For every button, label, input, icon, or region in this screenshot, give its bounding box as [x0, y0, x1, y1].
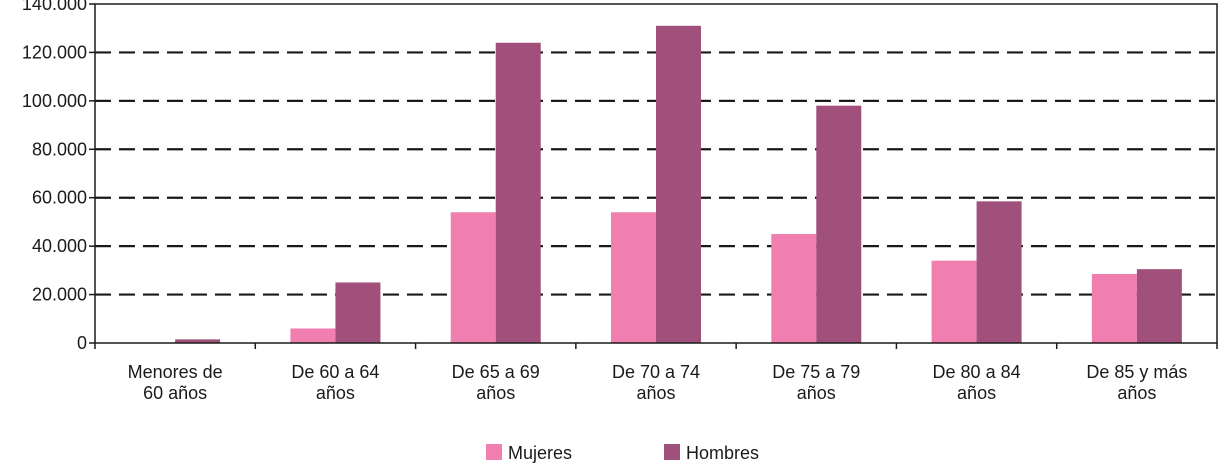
x-axis-categories: Menores de 60 años De 60 a 64 años De 65 a 6…	[94, 343, 1218, 403]
x-category-label: De 65 a 69 años	[452, 362, 540, 403]
legend: Mujeres Hombres	[486, 443, 759, 463]
bars	[175, 25, 1182, 344]
x-category-label: De 80 a 84 años	[933, 362, 1021, 403]
x-category-label: De 75 a 79 años	[772, 362, 860, 403]
bar-mujeres-6	[1091, 273, 1137, 343]
bar-mujeres-3	[611, 212, 656, 343]
bar-mujeres-4	[771, 234, 817, 343]
y-tick-label: 120.000	[22, 42, 87, 62]
x-category-label: De 85 y más años	[1086, 362, 1187, 403]
axes	[94, 3, 1218, 344]
y-tick-label: 140.000	[22, 0, 87, 14]
bar-hombres-4	[816, 105, 862, 343]
bar-hombres-3	[656, 25, 701, 344]
bar-mujeres-5	[931, 260, 977, 343]
y-tick-label: 0	[77, 333, 87, 353]
bar-hombres-5	[976, 201, 1022, 343]
y-tick-label: 60.000	[32, 188, 87, 208]
bar-mujeres-1	[290, 328, 336, 343]
bar-hombres-6	[1136, 269, 1182, 343]
x-category-label: Menores de 60 años	[128, 362, 223, 403]
x-category-label: De 60 a 64 años	[291, 362, 379, 403]
y-axis-ticks: 0 20.000 40.000 60.000 80.000 100.000 120.000 1…	[22, 0, 95, 353]
bar-hombres-1	[335, 282, 381, 343]
plot-frame	[94, 3, 1218, 344]
bar-hombres-2	[495, 42, 541, 343]
legend-swatch-mujeres	[486, 444, 502, 460]
y-tick-label: 20.000	[32, 285, 87, 305]
legend-swatch-hombres	[664, 444, 680, 460]
y-tick-label: 40.000	[32, 236, 87, 256]
y-tick-label: 100.000	[22, 91, 87, 111]
legend-label-mujeres: Mujeres	[508, 443, 572, 463]
bar-mujeres-2	[450, 212, 496, 343]
legend-label-hombres: Hombres	[686, 443, 759, 463]
x-category-label: De 70 a 74 años	[612, 362, 700, 403]
bar-hombres-0	[175, 339, 221, 343]
y-tick-label: 80.000	[32, 139, 87, 159]
